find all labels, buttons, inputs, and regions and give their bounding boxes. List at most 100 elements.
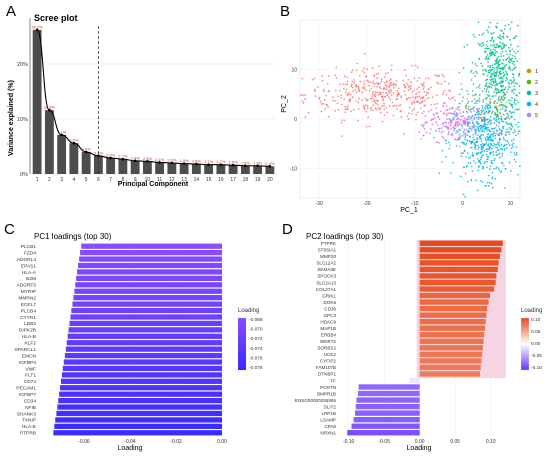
- scatter-point: [485, 90, 488, 93]
- pc1-legend: Loading -0.068 -0.070 -0.072 -0.074 -0.076 -0.…: [238, 308, 263, 371]
- scatter-point: [345, 88, 348, 91]
- pc2-x-tick: 0.05: [450, 439, 460, 445]
- scatter-point: [494, 134, 497, 137]
- scatter-point: [506, 35, 508, 38]
- scatter-point: [471, 125, 473, 128]
- pc1-gene-label: NFIB: [25, 405, 36, 411]
- scatter-point: [497, 65, 500, 67]
- scatter-point: [344, 91, 347, 94]
- scatter-point: [373, 85, 376, 88]
- scatter-point: [507, 115, 509, 117]
- scree-x-tick: 10: [145, 177, 151, 183]
- scatter-point: [451, 132, 454, 135]
- scatter-point: [492, 77, 495, 80]
- scatter-point: [517, 173, 519, 176]
- scatter-point: [493, 54, 496, 57]
- scatter-point: [413, 89, 416, 92]
- scatter-point: [496, 129, 498, 132]
- scatter-point: [386, 94, 388, 97]
- pc1-gene-label: CD74: [24, 379, 37, 385]
- scatter-point: [513, 60, 515, 63]
- scatter-point: [472, 153, 475, 156]
- scatter-point: [402, 132, 405, 135]
- scatter-point: [497, 115, 500, 117]
- scatter-point: [484, 125, 487, 128]
- scree-point: [268, 165, 272, 168]
- scatter-point: [510, 82, 513, 85]
- scatter-point: [489, 123, 492, 125]
- pc2-gene-label: SEMA3E: [317, 267, 336, 272]
- scatter-point: [495, 82, 498, 85]
- scatter-point: [506, 128, 508, 131]
- scatter-point: [365, 75, 368, 78]
- scatter-point: [379, 93, 382, 96]
- scatter-point: [501, 120, 503, 122]
- scatter-point: [447, 97, 450, 99]
- scree-bar-labels: 26.2%11.6%7.1%5.6%4.0%3.3%2.9%2.7%2.4%2.…: [31, 24, 274, 165]
- scatter-point: [483, 143, 486, 146]
- scatter-point: [377, 103, 379, 106]
- scatter-point: [324, 108, 327, 110]
- scatter-point: [514, 108, 517, 111]
- scatter-point: [504, 144, 506, 146]
- scatter-point: [495, 118, 498, 120]
- scatter-point: [454, 99, 457, 102]
- scatter-point: [429, 132, 431, 135]
- scatter-point: [482, 130, 484, 133]
- scatter-point: [498, 99, 500, 101]
- scree-bar: [69, 143, 79, 174]
- scatter-point: [386, 85, 389, 87]
- scatter-point: [416, 80, 419, 82]
- scatter-point: [500, 133, 503, 136]
- scatter-point: [417, 91, 419, 94]
- scatter-point: [454, 123, 457, 126]
- scatter-point: [421, 96, 424, 99]
- scatter-point: [472, 33, 475, 36]
- scatter-point: [418, 102, 421, 105]
- pc2-x-ticks: -0.10 -0.05 0.00 0.05 0.10: [343, 439, 496, 445]
- pc1-gene-label: HLA-E: [22, 424, 36, 430]
- scatter-point: [430, 109, 433, 111]
- scatter-point: [509, 151, 512, 154]
- scatter-point: [379, 111, 382, 114]
- scatter-point: [327, 105, 329, 108]
- scatter-point: [496, 68, 498, 71]
- pc1-bar: [81, 243, 223, 249]
- scatter-point: [442, 136, 445, 139]
- scatter-point: [475, 100, 478, 102]
- scatter-point: [497, 74, 500, 77]
- scatter-point: [424, 104, 427, 106]
- scree-bar-label: 2.9%: [106, 153, 116, 158]
- scatter-point: [467, 130, 469, 133]
- scatter-point: [496, 120, 499, 123]
- scatter-point: [513, 138, 515, 141]
- scree-bar-label: 2.1%: [155, 157, 165, 162]
- scatter-point: [500, 55, 502, 58]
- scatter-point: [396, 107, 399, 110]
- scatter-point: [486, 86, 489, 89]
- scatter-legend-label: 2: [535, 80, 538, 86]
- pc1-bar: [80, 250, 222, 256]
- scatter-point: [498, 134, 501, 137]
- pc1-bar: [70, 314, 223, 320]
- scatter-point: [518, 92, 521, 94]
- scatter-y-tick: -10: [290, 166, 297, 172]
- scatter-point: [501, 78, 504, 80]
- scatter-point: [470, 79, 473, 81]
- scatter-point: [318, 96, 321, 99]
- scatter-point: [505, 79, 507, 82]
- scatter-point: [449, 123, 452, 126]
- scatter-point: [498, 95, 501, 98]
- scatter-point: [427, 77, 430, 80]
- scatter-point: [373, 99, 376, 102]
- scatter-point: [385, 92, 388, 94]
- scatter-point: [386, 111, 389, 114]
- scatter-point: [486, 150, 488, 153]
- scatter-point: [488, 148, 491, 150]
- scatter-point: [486, 96, 489, 99]
- scatter-point: [491, 176, 494, 179]
- scatter-point: [504, 50, 507, 53]
- scatter-point: [351, 69, 354, 72]
- pc1-gene-label: CYYR1: [20, 315, 36, 321]
- scatter-point: [472, 155, 474, 157]
